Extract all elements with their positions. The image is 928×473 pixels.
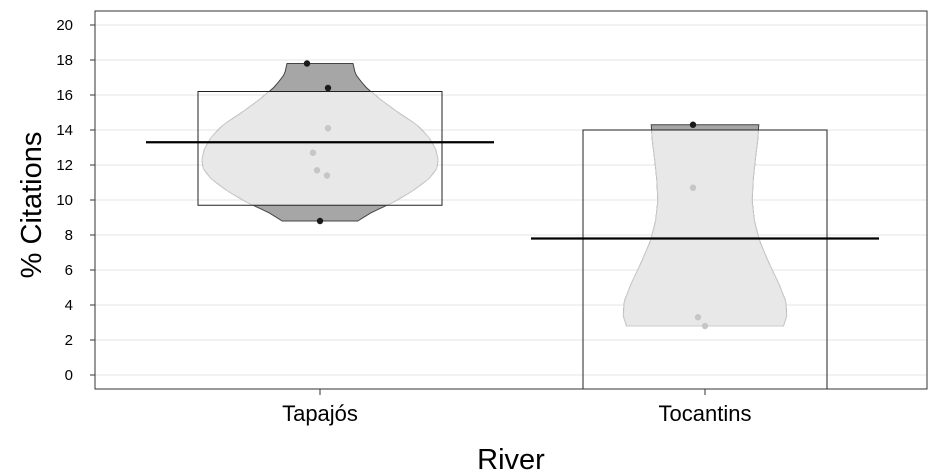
data-point [313, 167, 321, 174]
y-axis-title: % Citations [16, 132, 48, 279]
data-point [689, 184, 697, 191]
interval-box [582, 129, 828, 389]
data-point [303, 60, 311, 67]
data-point [324, 125, 332, 132]
y-tick-label: 0 [65, 367, 73, 384]
data-point [694, 314, 702, 321]
data-point [309, 149, 317, 156]
data-point [323, 172, 331, 179]
data-point [689, 121, 697, 128]
interval-box [197, 91, 443, 206]
grid-lines [95, 24, 927, 376]
y-tick-label: 14 [56, 122, 73, 139]
y-tick-label: 6 [65, 262, 73, 279]
violin-body [622, 129, 788, 327]
violin-body [201, 91, 439, 206]
y-tick-label: 12 [56, 157, 73, 174]
x-axis-title: River [477, 444, 545, 473]
data-point [324, 84, 332, 92]
y-tick-label: 18 [56, 52, 73, 69]
y-tick-label: 4 [65, 297, 73, 314]
x-tick-label: Tocantins [659, 401, 752, 426]
data-point [316, 217, 324, 225]
data-point [701, 322, 709, 330]
mean-line-layer [146, 141, 879, 240]
point-layer [303, 60, 709, 330]
y-tick-label: 10 [56, 192, 73, 209]
y-tick-label: 20 [56, 17, 73, 34]
x-tick-label: Tapajós [282, 401, 358, 426]
y-tick-label: 2 [65, 332, 73, 349]
y-tick-label: 8 [65, 227, 73, 244]
interval-box-layer [197, 91, 828, 389]
y-tick-label: 16 [56, 87, 73, 104]
x-axis: Tapajós Tocantins [282, 389, 751, 426]
y-axis: 0 2 4 6 8 10 12 14 16 18 20 [56, 17, 95, 384]
violin-layer [201, 63, 788, 327]
